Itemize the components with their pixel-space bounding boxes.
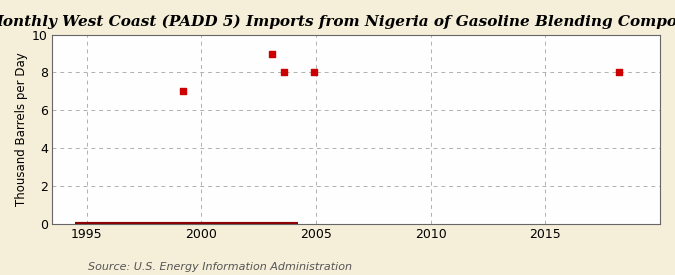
Y-axis label: Thousand Barrels per Day: Thousand Barrels per Day [15, 52, 28, 206]
Text: Source: U.S. Energy Information Administration: Source: U.S. Energy Information Administ… [88, 262, 352, 272]
Point [279, 70, 290, 75]
Title: Monthly West Coast (PADD 5) Imports from Nigeria of Gasoline Blending Components: Monthly West Coast (PADD 5) Imports from… [0, 15, 675, 29]
Point [308, 70, 319, 75]
Point [267, 51, 278, 56]
Point [178, 89, 188, 94]
Point [614, 70, 624, 75]
